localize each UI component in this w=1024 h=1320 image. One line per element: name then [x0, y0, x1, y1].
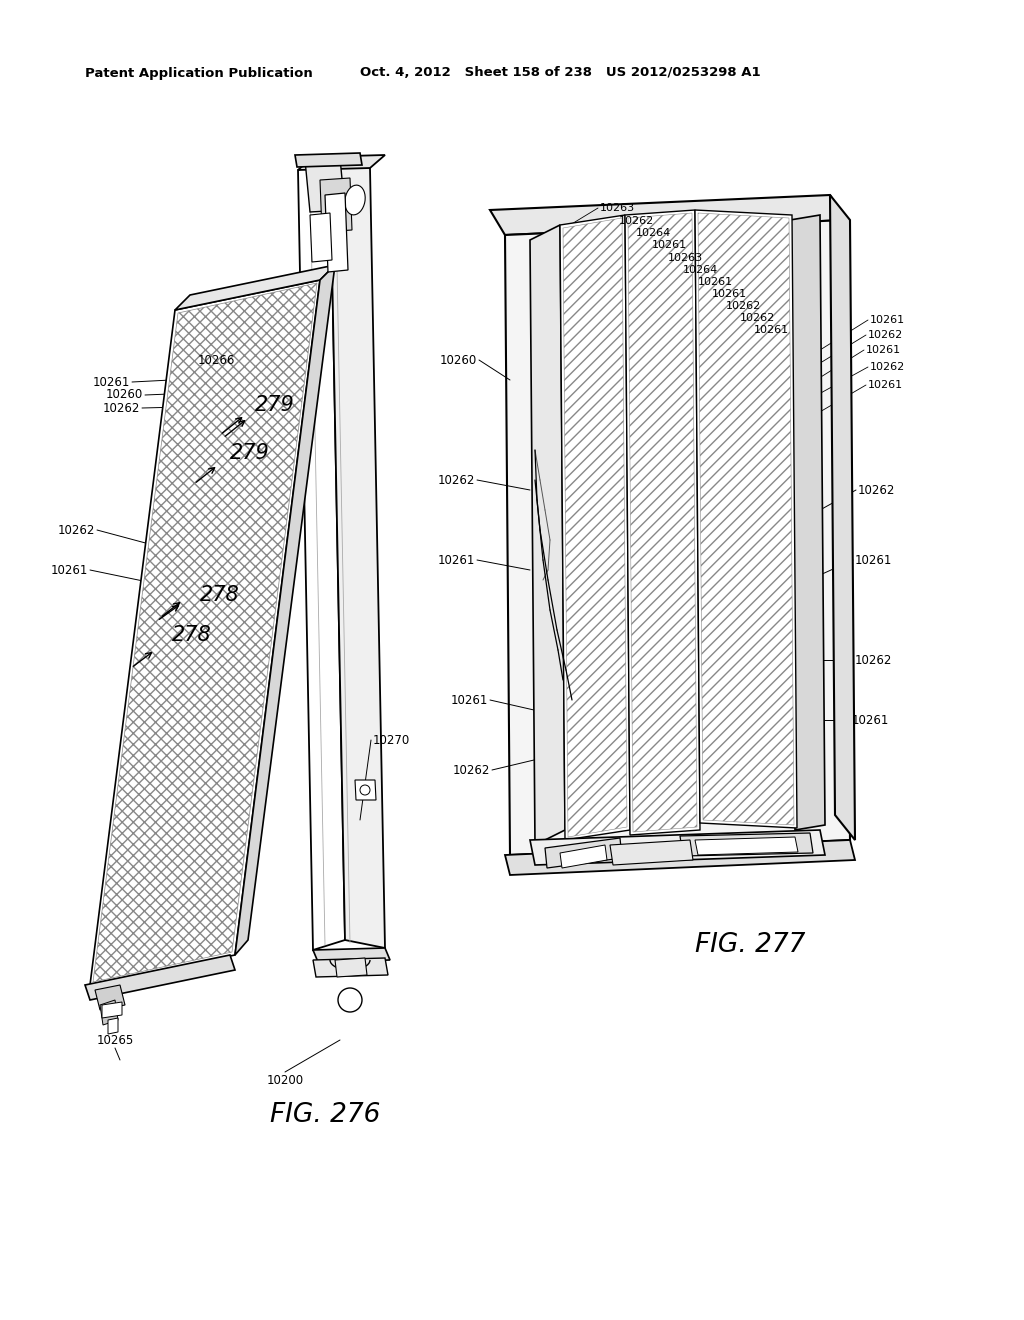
Polygon shape [100, 1001, 118, 1026]
Polygon shape [335, 958, 367, 977]
Text: 10262: 10262 [740, 313, 775, 323]
Text: 278: 278 [200, 585, 240, 605]
Polygon shape [330, 160, 385, 948]
Polygon shape [310, 213, 332, 261]
Polygon shape [90, 280, 319, 985]
Text: 278: 278 [172, 624, 212, 645]
Text: 10261: 10261 [698, 277, 733, 286]
Polygon shape [355, 780, 376, 800]
Polygon shape [295, 153, 362, 168]
Polygon shape [530, 830, 825, 865]
Text: 10261: 10261 [852, 714, 890, 726]
Text: 10261: 10261 [866, 345, 901, 355]
Text: 10262: 10262 [437, 474, 475, 487]
Polygon shape [695, 210, 797, 828]
Text: 10262: 10262 [453, 763, 490, 776]
Text: 10262: 10262 [726, 301, 761, 312]
Polygon shape [790, 215, 825, 830]
Polygon shape [505, 840, 855, 875]
Polygon shape [545, 838, 622, 869]
Text: 10261: 10261 [50, 564, 88, 577]
Text: Patent Application Publication: Patent Application Publication [85, 66, 312, 79]
Polygon shape [680, 833, 813, 855]
Polygon shape [298, 160, 345, 950]
Text: 10262: 10262 [868, 330, 903, 341]
Polygon shape [830, 195, 855, 840]
Text: 10200: 10200 [266, 1073, 303, 1086]
Polygon shape [610, 840, 693, 865]
Text: Oct. 4, 2012   Sheet 158 of 238   US 2012/0253298 A1: Oct. 4, 2012 Sheet 158 of 238 US 2012/02… [360, 66, 761, 79]
Polygon shape [563, 218, 627, 837]
Text: 10270: 10270 [373, 734, 411, 747]
Text: 10260: 10260 [439, 354, 477, 367]
Text: 10261: 10261 [712, 289, 748, 300]
Polygon shape [325, 193, 348, 272]
Circle shape [338, 987, 362, 1012]
Text: 10261: 10261 [451, 693, 488, 706]
Text: 10262: 10262 [870, 362, 905, 372]
Polygon shape [305, 158, 345, 213]
Polygon shape [85, 954, 234, 1001]
Text: 10262: 10262 [618, 216, 654, 226]
Polygon shape [95, 985, 125, 1010]
Text: 10266: 10266 [198, 354, 236, 367]
Text: FIG. 276: FIG. 276 [269, 1102, 380, 1129]
Text: 10264: 10264 [683, 265, 718, 275]
Text: 10260: 10260 [105, 388, 143, 401]
Polygon shape [234, 265, 335, 954]
Polygon shape [93, 282, 317, 982]
Polygon shape [319, 178, 352, 232]
Text: 279: 279 [230, 444, 269, 463]
Text: 10263: 10263 [600, 203, 635, 213]
Polygon shape [313, 948, 390, 962]
Polygon shape [698, 213, 794, 825]
Polygon shape [102, 1002, 122, 1018]
Polygon shape [313, 958, 388, 977]
Circle shape [360, 785, 370, 795]
Text: 10261: 10261 [754, 325, 790, 335]
Polygon shape [108, 1018, 118, 1034]
Text: 10261: 10261 [855, 553, 892, 566]
Text: 10262: 10262 [57, 524, 95, 536]
Polygon shape [628, 213, 697, 832]
Polygon shape [175, 265, 335, 310]
Text: 10261: 10261 [437, 553, 475, 566]
Polygon shape [560, 215, 630, 840]
Text: 10262: 10262 [858, 483, 895, 496]
Text: 10265: 10265 [96, 1034, 133, 1047]
Text: 10263: 10263 [668, 253, 703, 263]
Polygon shape [298, 154, 385, 170]
Polygon shape [505, 220, 850, 855]
Text: 279: 279 [255, 395, 295, 414]
Polygon shape [530, 224, 565, 845]
Ellipse shape [345, 185, 366, 215]
Text: 10262: 10262 [855, 653, 892, 667]
Polygon shape [560, 845, 607, 869]
Text: 10261: 10261 [870, 315, 905, 325]
Polygon shape [625, 210, 700, 836]
Polygon shape [490, 195, 845, 235]
Text: 10261: 10261 [92, 375, 130, 388]
Text: 10261: 10261 [868, 380, 903, 389]
Text: 10261: 10261 [652, 240, 687, 249]
Polygon shape [695, 837, 798, 855]
Text: 10262: 10262 [102, 401, 140, 414]
Text: 10264: 10264 [636, 228, 672, 238]
Text: FIG. 277: FIG. 277 [695, 932, 805, 958]
